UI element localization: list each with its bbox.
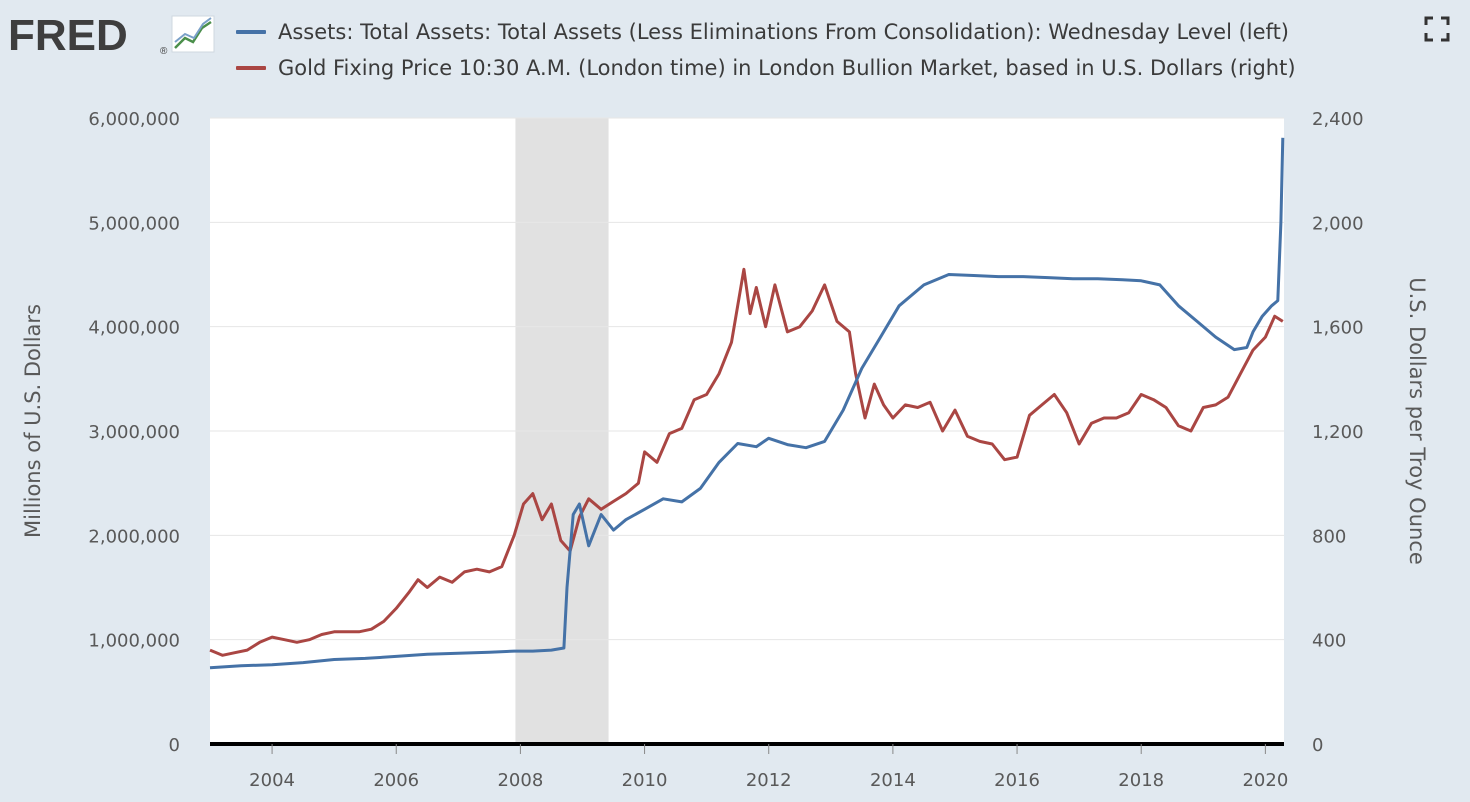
y-tick-label-left: 4,000,000 xyxy=(88,318,180,339)
y-tick-label-right: 800 xyxy=(1312,526,1346,547)
x-tick-label: 2008 xyxy=(497,770,543,791)
x-tick-label: 2004 xyxy=(249,770,295,791)
logo-registered-mark: ® xyxy=(160,46,168,57)
y-tick-label-right: 400 xyxy=(1312,631,1346,652)
y-tick-label-left: 1,000,000 xyxy=(88,631,180,652)
legend-label-assets: Assets: Total Assets: Total Assets (Less… xyxy=(278,20,1290,44)
tick-labels: 0 1,000,000 2,000,000 3,000,000 4,000,000 5,0… xyxy=(88,109,1363,791)
x-tick-label: 2014 xyxy=(870,770,916,791)
y-tick-label-left: 5,000,000 xyxy=(88,213,180,234)
y-tick-label-right: 2,400 xyxy=(1312,109,1364,130)
x-tick-label: 2012 xyxy=(746,770,792,791)
y-tick-label-left: 3,000,000 xyxy=(88,422,180,443)
y-tick-label-right: 1,200 xyxy=(1312,422,1364,443)
legend-item-assets[interactable]: Assets: Total Assets: Total Assets (Less… xyxy=(236,20,1289,44)
x-tick-label: 2006 xyxy=(373,770,419,791)
y-axis-title-right: U.S. Dollars per Troy Ounce xyxy=(1405,277,1429,565)
logo-graph-icon xyxy=(171,15,215,53)
logo-text: FRED xyxy=(8,12,128,60)
series-layer xyxy=(209,137,1285,670)
x-tick-label: 2018 xyxy=(1118,770,1164,791)
series-line-gold xyxy=(209,267,1284,657)
x-tick-label: 2020 xyxy=(1242,770,1288,791)
y-tick-label-right: 0 xyxy=(1312,735,1323,756)
y-tick-label-left: 0 xyxy=(169,735,180,756)
x-tick-label: 2016 xyxy=(994,770,1040,791)
y-tick-label-left: 6,000,000 xyxy=(88,109,180,130)
legend-swatch-assets xyxy=(236,30,266,34)
y-axis-title-left: Millions of U.S. Dollars xyxy=(21,304,45,538)
x-tick-label: 2010 xyxy=(622,770,668,791)
legend-swatch-gold xyxy=(236,66,266,70)
fullscreen-icon[interactable] xyxy=(1424,16,1450,42)
y-tick-label-right: 1,600 xyxy=(1312,318,1364,339)
gridlines xyxy=(210,117,1284,641)
y-tick-label-right: 2,000 xyxy=(1312,213,1364,234)
series-line-assets xyxy=(209,137,1285,670)
legend-label-gold: Gold Fixing Price 10:30 A.M. (London tim… xyxy=(278,56,1296,80)
y-tick-label-left: 2,000,000 xyxy=(88,526,180,547)
fred-logo[interactable]: FRED ® xyxy=(8,11,228,64)
legend-item-gold[interactable]: Gold Fixing Price 10:30 A.M. (London tim… xyxy=(236,56,1296,80)
